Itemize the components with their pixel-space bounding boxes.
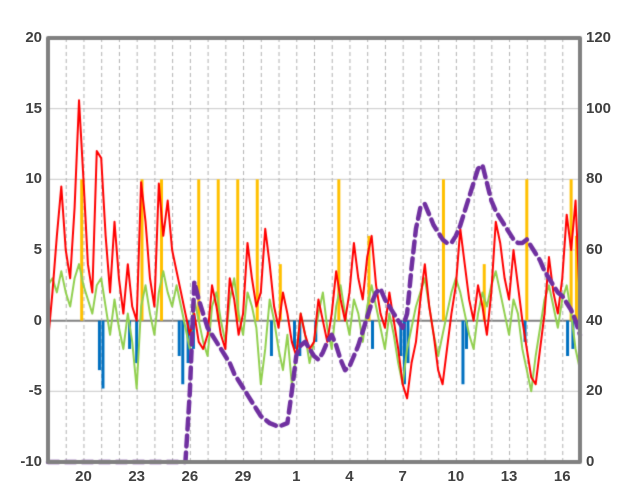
x-axis-tick-label: 20 (75, 468, 92, 485)
x-axis-tick-label: 26 (181, 468, 199, 485)
left-axis-tick-label: 15 (25, 99, 42, 117)
right-axis-tick-label: 60 (586, 241, 603, 258)
x-axis-tick-label: 16 (553, 468, 571, 485)
x-axis-tick-label: 1 (292, 468, 301, 485)
right-axis-tick-label: 100 (586, 99, 612, 117)
left-axis-tick-label: 10 (25, 170, 42, 188)
left-axis-tick-label: -5 (28, 382, 42, 400)
right-axis-tick-label: 20 (586, 382, 603, 400)
x-axis-tick-label: 10 (447, 468, 465, 485)
right-axis-tick-label: 40 (586, 311, 603, 329)
left-axis-tick-label: -10 (20, 453, 42, 470)
left-axis-tick-label: 0 (33, 311, 42, 329)
x-axis-tick-label: 7 (398, 468, 407, 485)
x-axis-tick-label: 29 (234, 468, 252, 485)
x-axis-tick-label: 13 (500, 468, 518, 485)
left-axis-tick-label: 20 (25, 29, 42, 46)
right-axis-tick-label: 120 (586, 29, 612, 46)
right-axis-tick-label: 0 (586, 453, 595, 470)
x-axis-tick-label: 4 (345, 468, 354, 485)
right-axis-tick-label: 80 (586, 170, 603, 188)
left-axis-tick-label: 5 (33, 241, 42, 258)
x-axis-tick-label: 23 (128, 468, 145, 485)
